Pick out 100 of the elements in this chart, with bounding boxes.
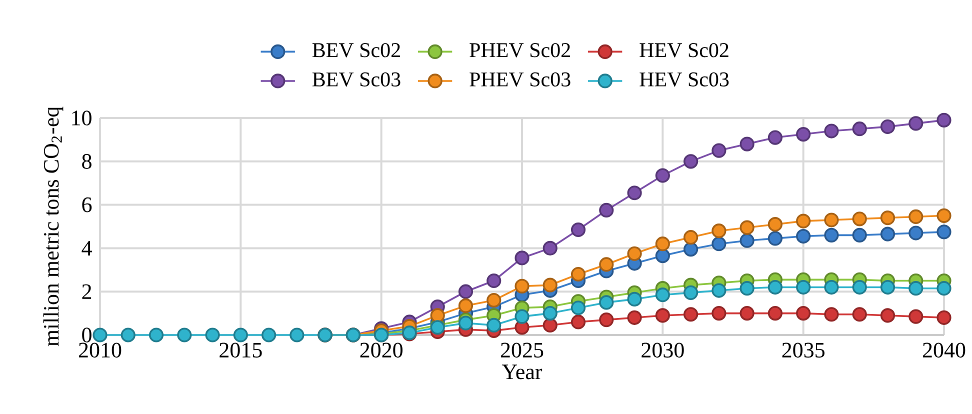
point [880, 226, 896, 242]
point [514, 309, 530, 324]
point [852, 280, 867, 295]
point [796, 214, 811, 228]
point [570, 266, 586, 282]
point [684, 154, 698, 169]
point [740, 220, 754, 235]
point [796, 280, 811, 295]
point [120, 328, 136, 342]
point [768, 280, 783, 295]
point [852, 122, 867, 136]
x-tick-label: 2035 [782, 342, 824, 358]
point [740, 233, 754, 248]
y-axis-title: million metric tons CO$_{2}$-eq [43, 106, 64, 346]
x-tick-label: 2030 [642, 342, 684, 358]
point [514, 278, 530, 294]
legend-label: BEV Sc02 [312, 43, 400, 58]
point [430, 308, 445, 323]
point [824, 124, 839, 138]
point [852, 228, 867, 242]
point [458, 298, 474, 314]
point [599, 295, 614, 310]
point [233, 328, 248, 342]
point [740, 281, 754, 296]
legend-label: PHEV Sc02 [470, 43, 570, 58]
point [542, 306, 558, 321]
point [599, 202, 614, 218]
point [796, 126, 811, 142]
point [655, 236, 670, 252]
y-tick-label: 10 [72, 110, 92, 126]
point [655, 308, 670, 323]
point [824, 307, 839, 322]
point [542, 240, 558, 256]
point [177, 328, 192, 342]
legend-label: HEV Sc02 [640, 43, 728, 58]
point [880, 210, 896, 226]
x-axis-title: Year [502, 364, 542, 380]
point [712, 283, 726, 298]
point [486, 318, 502, 333]
point [824, 228, 839, 242]
point [936, 224, 952, 240]
point [768, 130, 783, 145]
point [599, 257, 614, 272]
point [908, 309, 924, 324]
point [655, 248, 670, 264]
point [880, 280, 896, 295]
point [684, 230, 698, 245]
point [796, 228, 811, 244]
point [458, 284, 474, 299]
x-tick-label: 2010 [78, 342, 122, 358]
point [684, 242, 698, 257]
point [824, 212, 839, 228]
point [908, 116, 924, 131]
point [92, 328, 108, 342]
point [430, 320, 445, 335]
x-tick-label: 2015 [220, 342, 262, 358]
point [740, 136, 754, 152]
point [627, 246, 642, 261]
y-tick-label: 4 [82, 240, 92, 256]
point [570, 222, 586, 238]
point [655, 288, 670, 302]
point [290, 328, 304, 342]
point [712, 236, 726, 252]
point [796, 306, 811, 321]
point [880, 119, 896, 134]
point [768, 231, 783, 246]
point [768, 217, 783, 232]
point [712, 306, 726, 321]
point [486, 292, 502, 308]
legend-label: PHEV Sc03 [470, 72, 570, 87]
point [262, 328, 276, 342]
point [486, 273, 502, 288]
point [824, 280, 839, 295]
point [908, 281, 924, 296]
point [599, 312, 614, 328]
point [684, 285, 698, 300]
y-tick-label: 2 [82, 284, 92, 299]
point [570, 314, 586, 330]
point [768, 306, 783, 321]
point [936, 310, 952, 325]
y-tick-label: 6 [82, 197, 92, 212]
point [712, 143, 726, 158]
x-tick-label: 2025 [500, 342, 544, 358]
point [936, 281, 952, 296]
point [936, 208, 952, 223]
legend-label: HEV Sc03 [640, 72, 729, 87]
x-tick-label: 2020 [360, 342, 403, 358]
point [627, 310, 642, 325]
point [655, 168, 670, 183]
point [936, 112, 952, 128]
point [852, 212, 867, 226]
point [148, 328, 164, 342]
point [205, 328, 220, 342]
point [458, 316, 474, 330]
point [627, 292, 642, 306]
point [570, 300, 586, 316]
point [684, 307, 698, 322]
point [880, 308, 896, 323]
point [740, 306, 754, 321]
x-tick-label: 2040 [922, 342, 966, 358]
